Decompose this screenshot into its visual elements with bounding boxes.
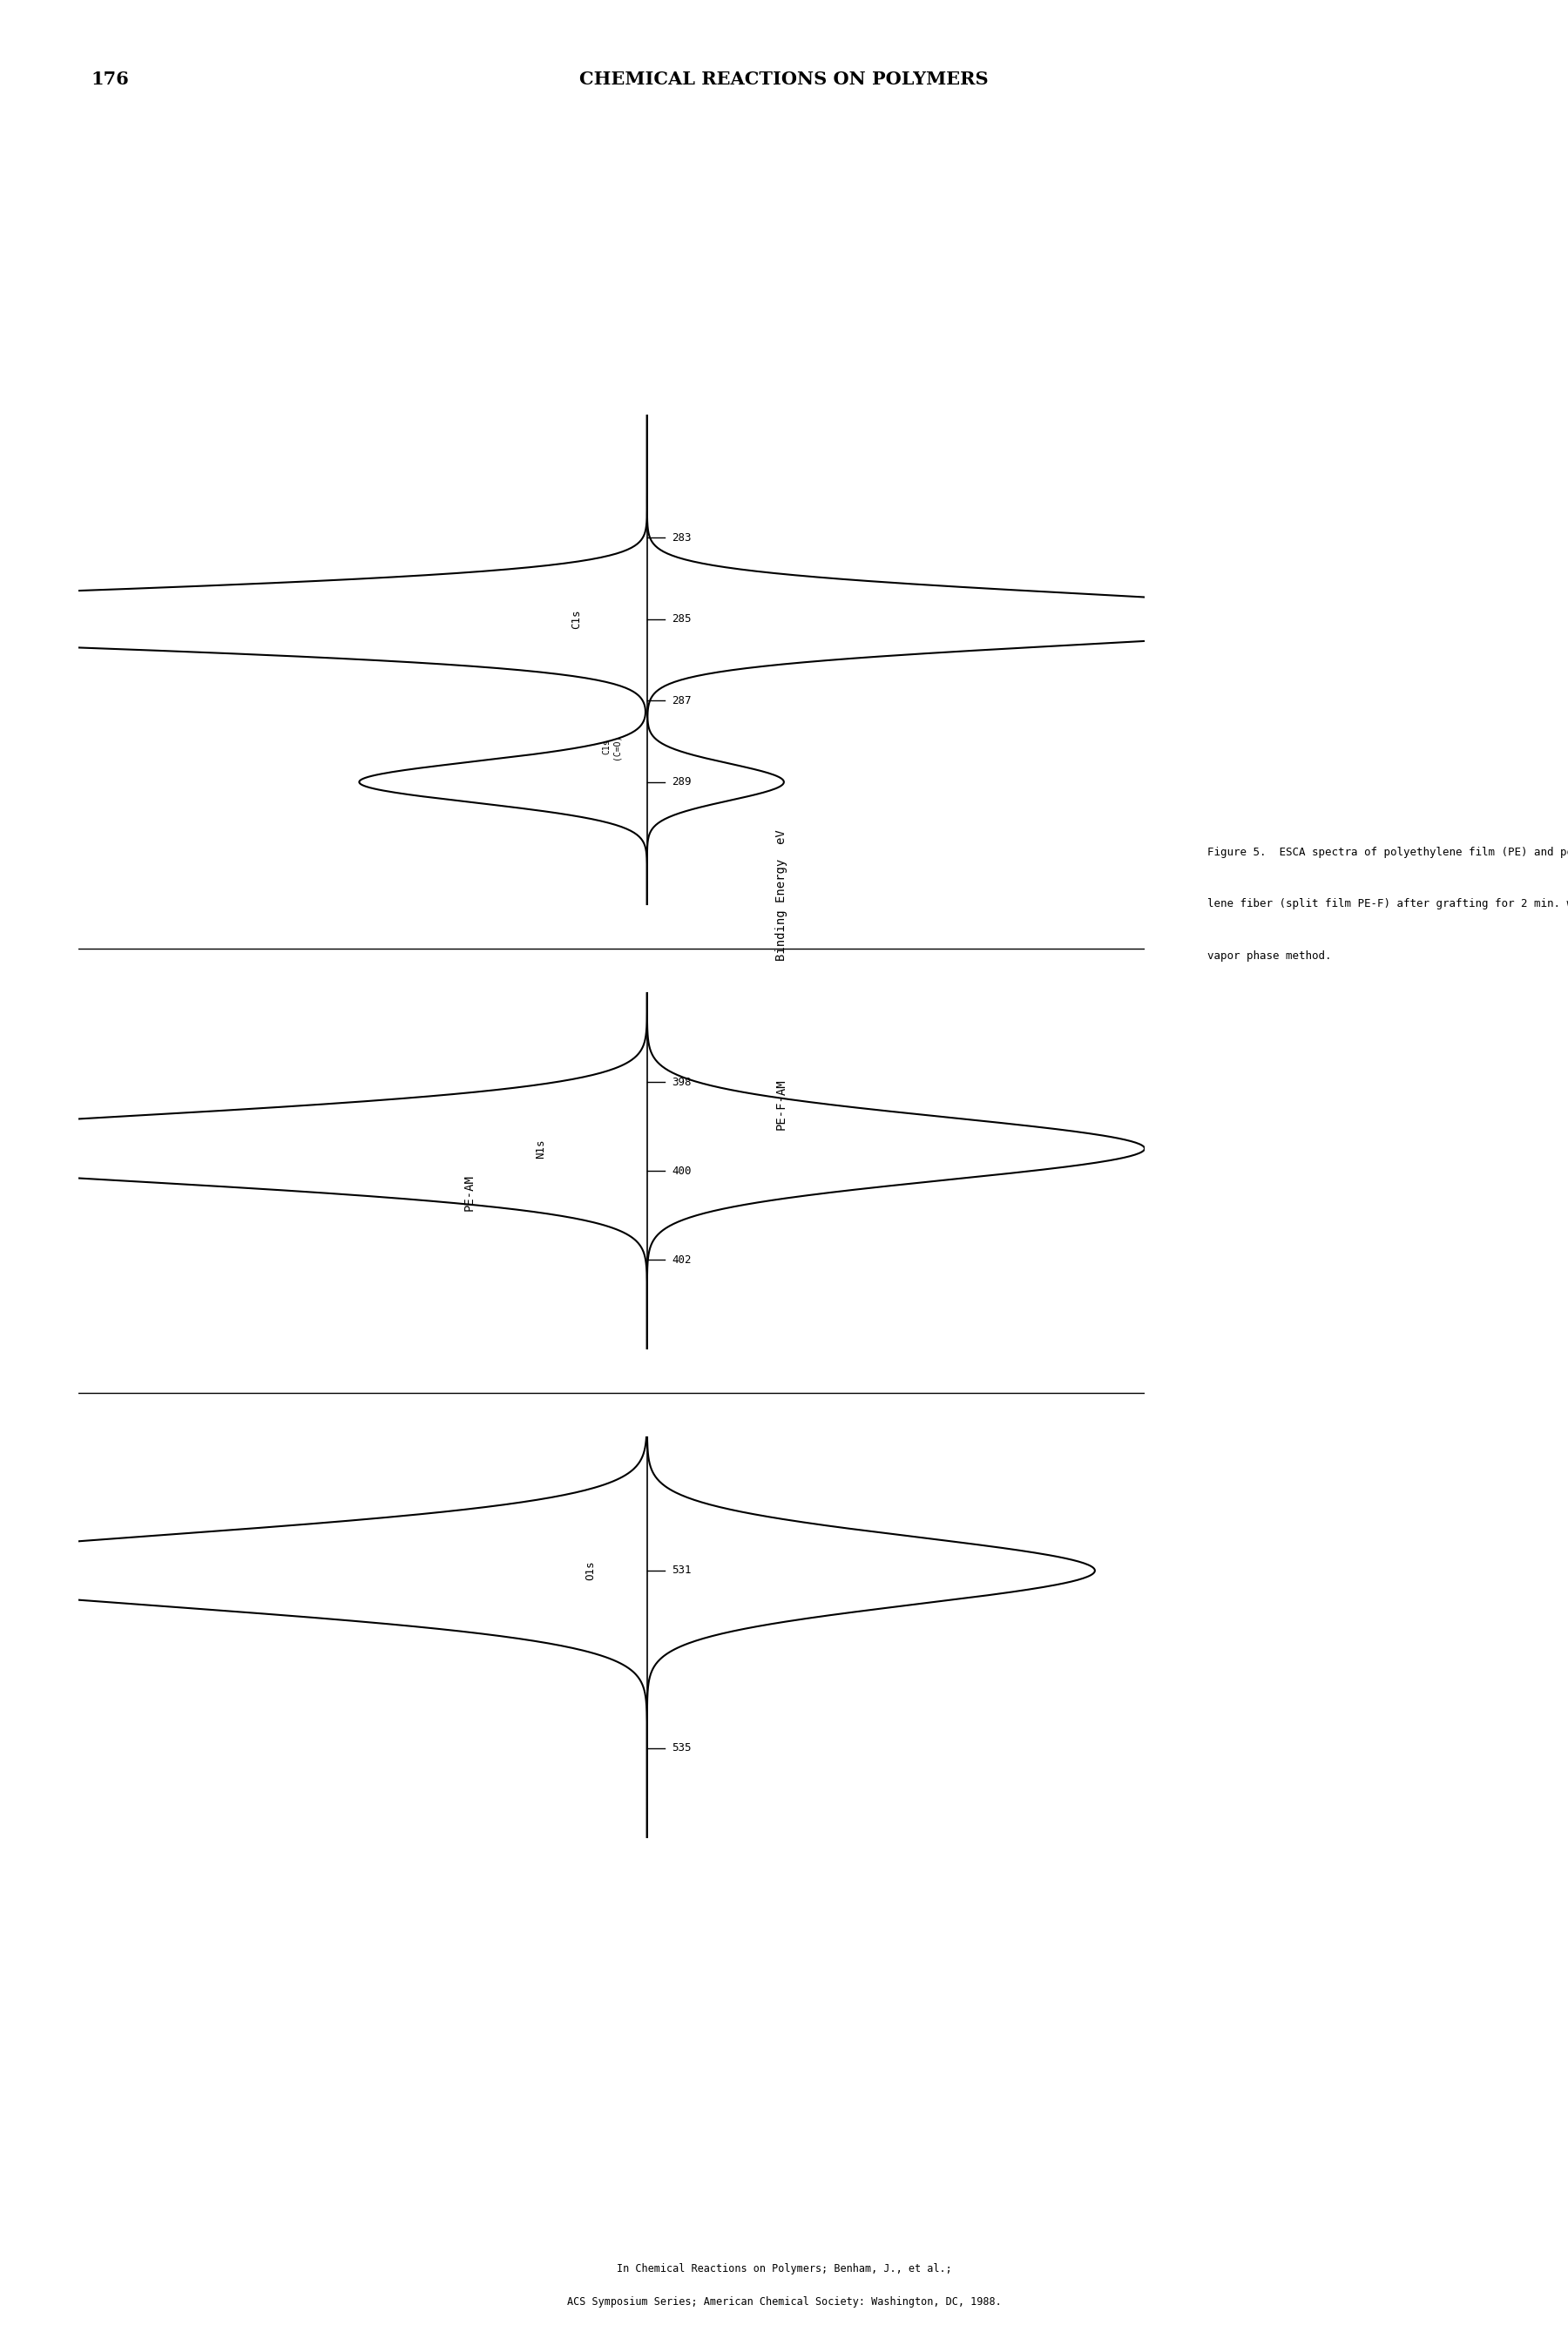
Text: CHEMICAL REACTIONS ON POLYMERS: CHEMICAL REACTIONS ON POLYMERS bbox=[580, 71, 988, 87]
Text: 287: 287 bbox=[673, 694, 691, 706]
Text: 535: 535 bbox=[673, 1743, 691, 1755]
Text: 400: 400 bbox=[673, 1164, 691, 1176]
Text: 531: 531 bbox=[673, 1564, 691, 1576]
Text: vapor phase method.: vapor phase method. bbox=[1207, 950, 1331, 962]
Text: 289: 289 bbox=[673, 776, 691, 788]
Text: O1s: O1s bbox=[585, 1562, 596, 1581]
Text: PE-AM: PE-AM bbox=[463, 1174, 475, 1211]
Text: C1s
(C=O): C1s (C=O) bbox=[602, 734, 621, 760]
Text: Figure 5.  ESCA spectra of polyethylene film (PE) and polyethy-: Figure 5. ESCA spectra of polyethylene f… bbox=[1207, 847, 1568, 858]
Text: N1s: N1s bbox=[535, 1138, 546, 1160]
Text: ACS Symposium Series; American Chemical Society: Washington, DC, 1988.: ACS Symposium Series; American Chemical … bbox=[566, 2296, 1002, 2307]
Text: 176: 176 bbox=[91, 71, 129, 87]
Text: PE-F-AM: PE-F-AM bbox=[775, 1080, 787, 1129]
Text: 402: 402 bbox=[673, 1254, 691, 1265]
Text: 285: 285 bbox=[673, 614, 691, 626]
Text: 398: 398 bbox=[673, 1077, 691, 1087]
Text: lene fiber (split film PE-F) after grafting for 2 min. with the: lene fiber (split film PE-F) after graft… bbox=[1207, 898, 1568, 910]
Text: In Chemical Reactions on Polymers; Benham, J., et al.;: In Chemical Reactions on Polymers; Benha… bbox=[616, 2263, 952, 2274]
Text: C1s: C1s bbox=[571, 609, 582, 628]
Text: 283: 283 bbox=[673, 532, 691, 543]
Text: Binding Energy  eV: Binding Energy eV bbox=[775, 830, 787, 960]
